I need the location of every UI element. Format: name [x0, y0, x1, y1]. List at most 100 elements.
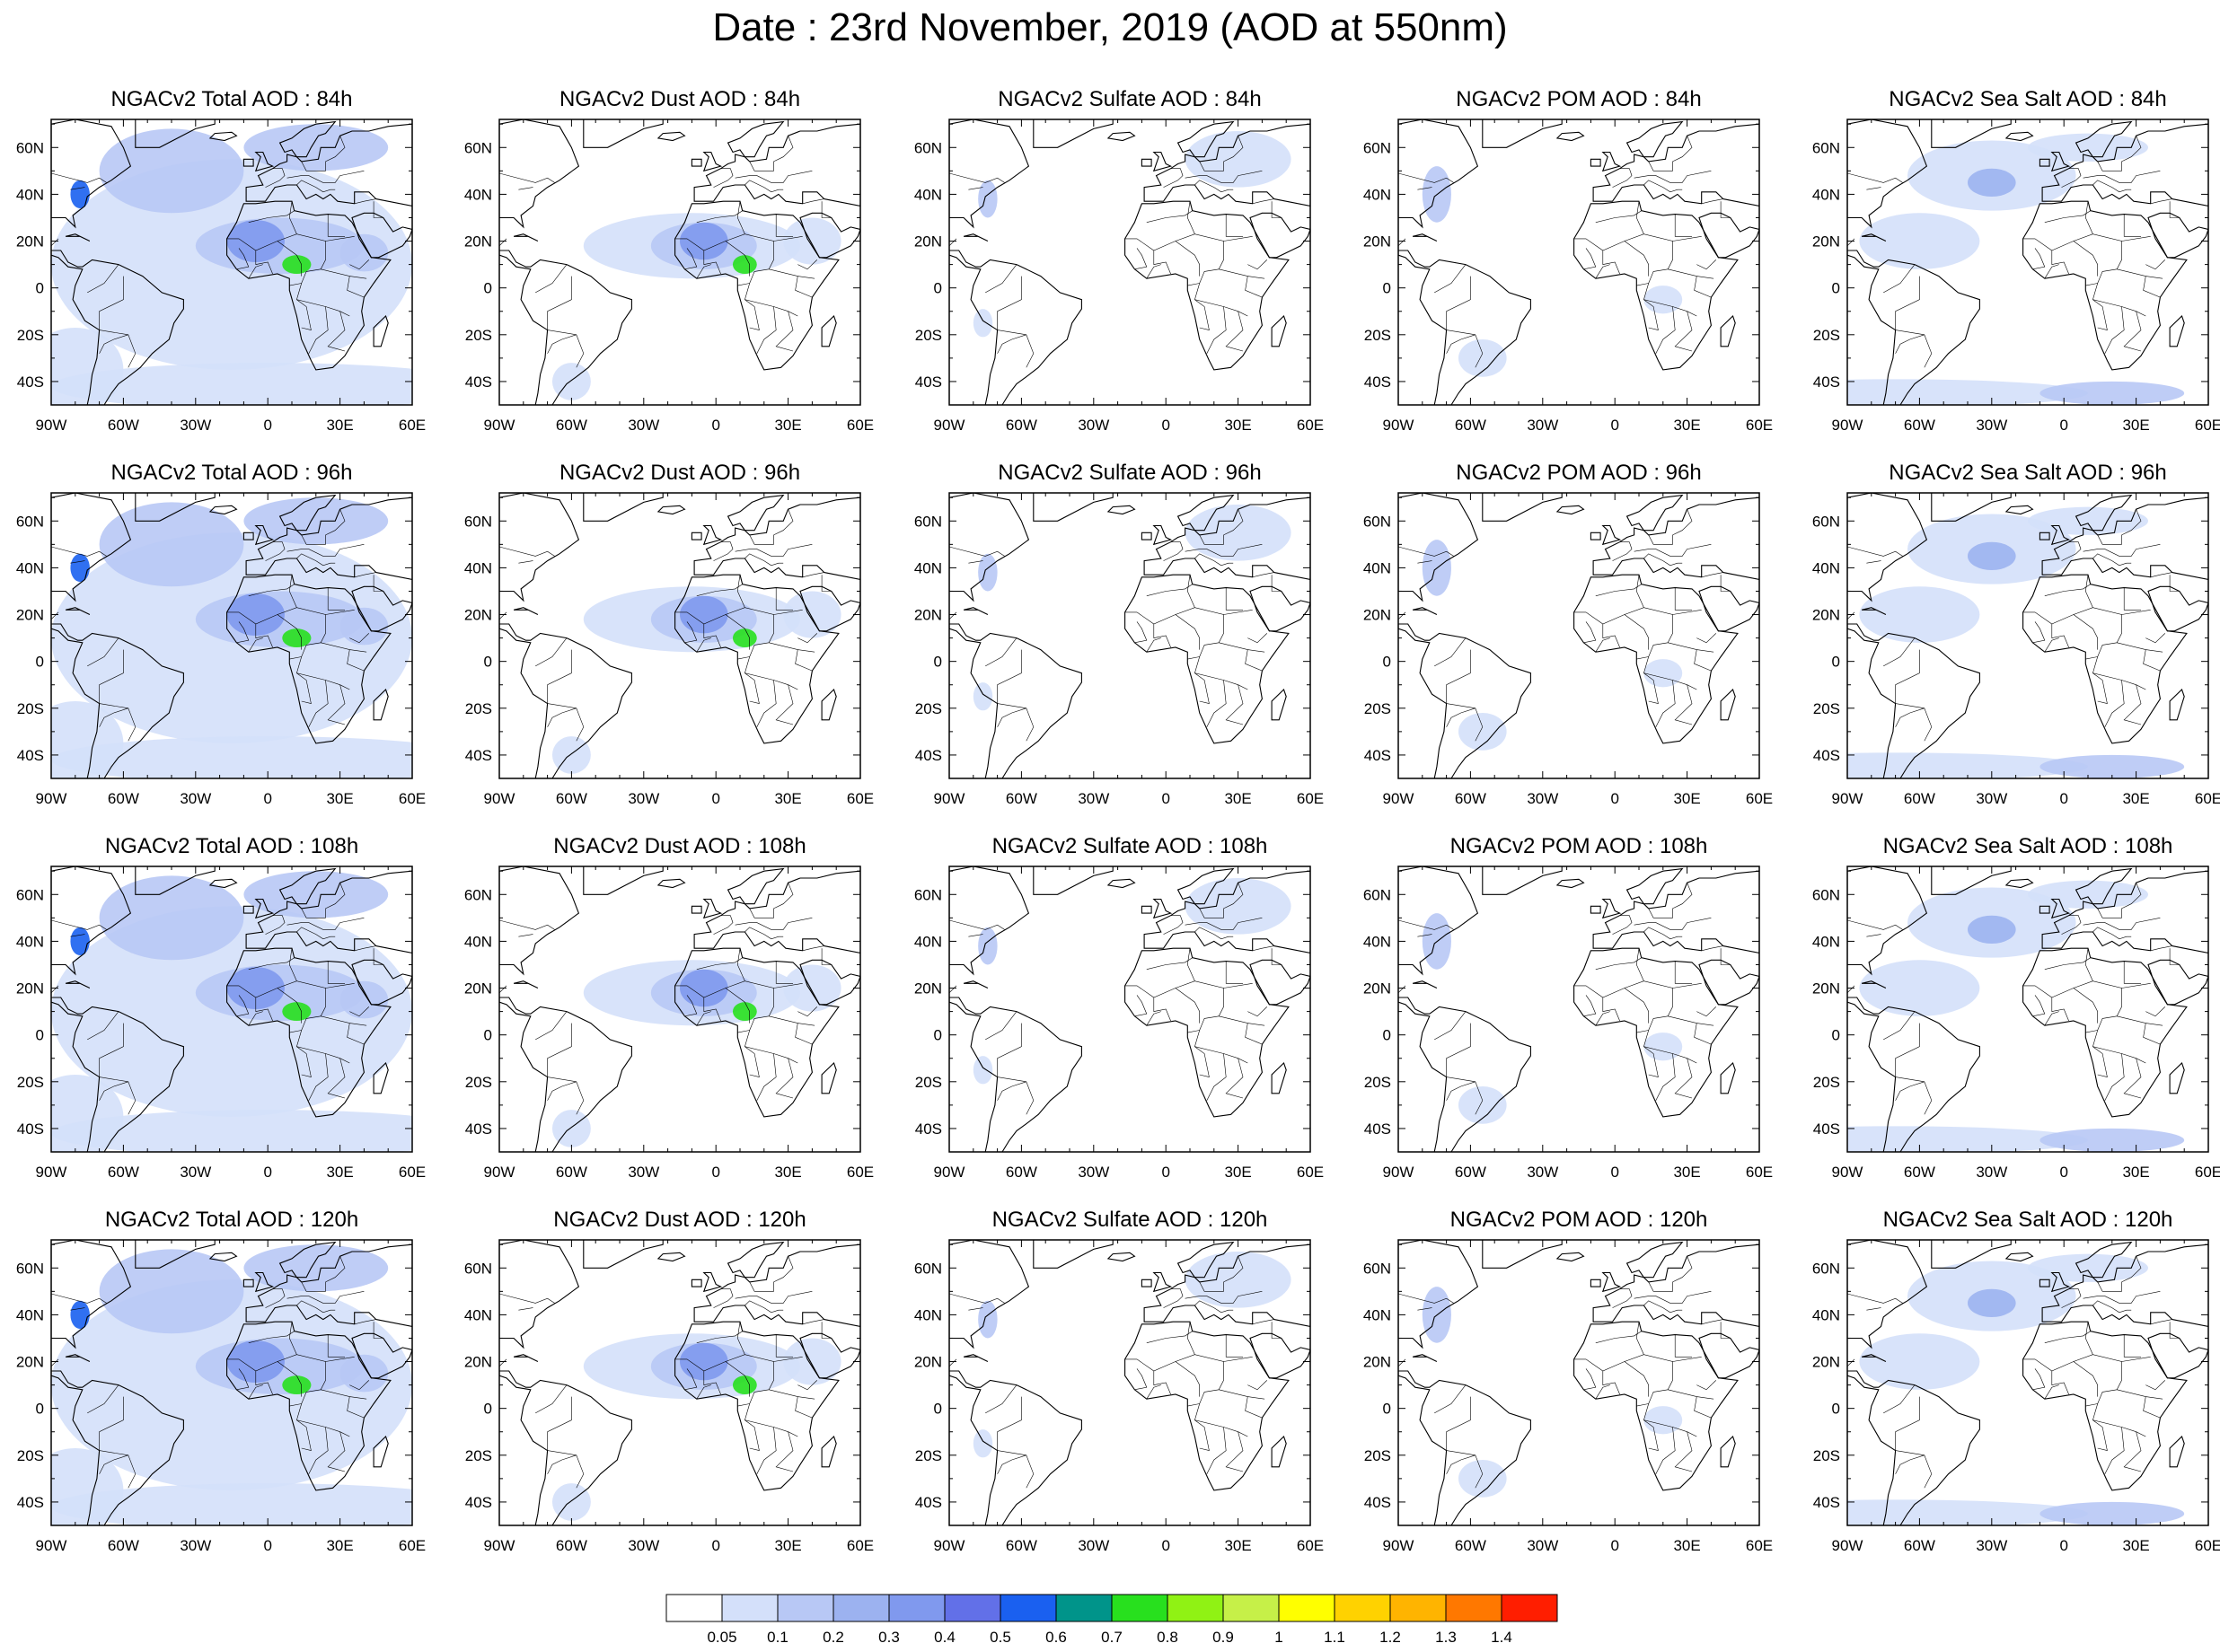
country-border	[547, 276, 572, 330]
coastline	[1601, 898, 1622, 919]
coastline	[1271, 1062, 1287, 1094]
coastline	[513, 233, 539, 242]
country-border	[756, 1427, 777, 1474]
longitude-label: 0	[263, 790, 271, 807]
country-border	[1398, 611, 1406, 620]
coastline	[1143, 1243, 1310, 1327]
country-border	[2097, 534, 2122, 545]
latitude-label: 20S	[465, 327, 492, 344]
aod-plume	[282, 1375, 312, 1395]
country-border	[236, 995, 250, 1017]
country-border	[1674, 684, 1693, 725]
country-border	[99, 707, 128, 727]
coastline	[499, 997, 632, 1152]
colorbar-label: 0.5	[990, 1629, 1011, 1646]
coastline	[1601, 1271, 1622, 1293]
longitude-label: 60W	[556, 1164, 587, 1181]
coastline	[51, 623, 184, 778]
country-border	[308, 680, 329, 727]
country-border	[99, 1023, 124, 1077]
longitude-label: 30W	[628, 1537, 659, 1554]
country-border	[2150, 1319, 2172, 1325]
coastline	[1398, 866, 1479, 976]
map-panel: NGACv2 POM AOD : 120h 90W 60W 30W 0 30E 60E 60N…	[1363, 1208, 1773, 1561]
country-border	[327, 961, 345, 984]
longitude-label: 30E	[2122, 1164, 2149, 1181]
country-border	[997, 1450, 1035, 1489]
country-border	[1163, 1288, 1184, 1308]
country-border	[2123, 1431, 2142, 1472]
country-border	[769, 642, 815, 653]
coastline	[727, 867, 785, 905]
country-border	[1655, 306, 1676, 354]
longitude-label: 0	[1610, 417, 1618, 434]
country-border	[1225, 1334, 1243, 1358]
country-border	[1245, 1023, 1263, 1045]
coastline	[1176, 1241, 1235, 1279]
longitude-label: 90W	[1383, 1537, 1414, 1554]
country-border	[289, 283, 302, 286]
country-border	[1187, 656, 1200, 660]
aod-plume	[2039, 754, 2185, 778]
country-border	[1219, 268, 1265, 279]
country-border	[773, 509, 794, 536]
aod-plume	[243, 871, 389, 918]
country-border	[226, 980, 350, 1064]
longitude-label: 30E	[1224, 790, 1251, 807]
country-border	[696, 1384, 711, 1400]
coastline	[254, 151, 275, 172]
country-border	[1696, 633, 1717, 644]
country-border	[1883, 264, 1916, 294]
latitude-label: 60N	[464, 513, 492, 530]
country-border	[997, 707, 1026, 727]
country-border	[87, 1011, 119, 1041]
coastline	[2169, 315, 2185, 347]
latitude-label: 40S	[1364, 747, 1391, 764]
country-border	[1883, 1384, 1916, 1414]
country-border	[1223, 983, 1253, 989]
country-border	[1643, 1300, 1683, 1314]
longitude-label: 30E	[774, 1164, 801, 1181]
country-border	[51, 611, 59, 620]
country-border	[821, 1322, 832, 1339]
country-border	[99, 1081, 128, 1101]
country-border	[684, 621, 698, 644]
longitude-label: 30W	[1527, 1537, 1558, 1554]
country-border	[296, 553, 336, 567]
country-border	[949, 546, 1005, 557]
country-border	[949, 1293, 1005, 1304]
country-border	[2051, 250, 2069, 275]
country-border	[1185, 171, 1263, 183]
longitude-label: 90W	[484, 1537, 515, 1554]
country-border	[1612, 168, 1633, 188]
country-border	[2051, 624, 2069, 648]
country-border	[737, 1030, 750, 1033]
map-frame	[948, 866, 1311, 1153]
coastline	[691, 905, 702, 914]
coastline	[1720, 315, 1736, 347]
country-border	[1223, 509, 1244, 536]
aod-plume	[282, 1002, 312, 1022]
coastline	[242, 158, 254, 167]
coastline	[2050, 151, 2071, 172]
coastline	[2039, 532, 2050, 540]
country-border	[2143, 1023, 2161, 1045]
country-border	[1847, 1358, 1855, 1367]
longitude-label: 60E	[2195, 1164, 2220, 1181]
country-border	[1672, 883, 1693, 909]
longitude-label: 0	[711, 417, 719, 434]
country-border	[1595, 1011, 1610, 1026]
country-border	[1573, 233, 1697, 317]
country-border	[802, 1319, 824, 1325]
country-border	[1648, 534, 1673, 545]
country-border	[2092, 672, 2108, 705]
coastline	[1141, 158, 1152, 167]
country-border	[982, 693, 998, 704]
coastline	[2039, 905, 2050, 914]
coastline	[1555, 505, 1585, 515]
longitude-label: 30W	[1078, 417, 1109, 434]
latitude-label: 60N	[464, 886, 492, 903]
country-border	[1219, 1015, 1265, 1026]
coastline	[821, 1062, 837, 1094]
aod-plume	[243, 497, 389, 545]
